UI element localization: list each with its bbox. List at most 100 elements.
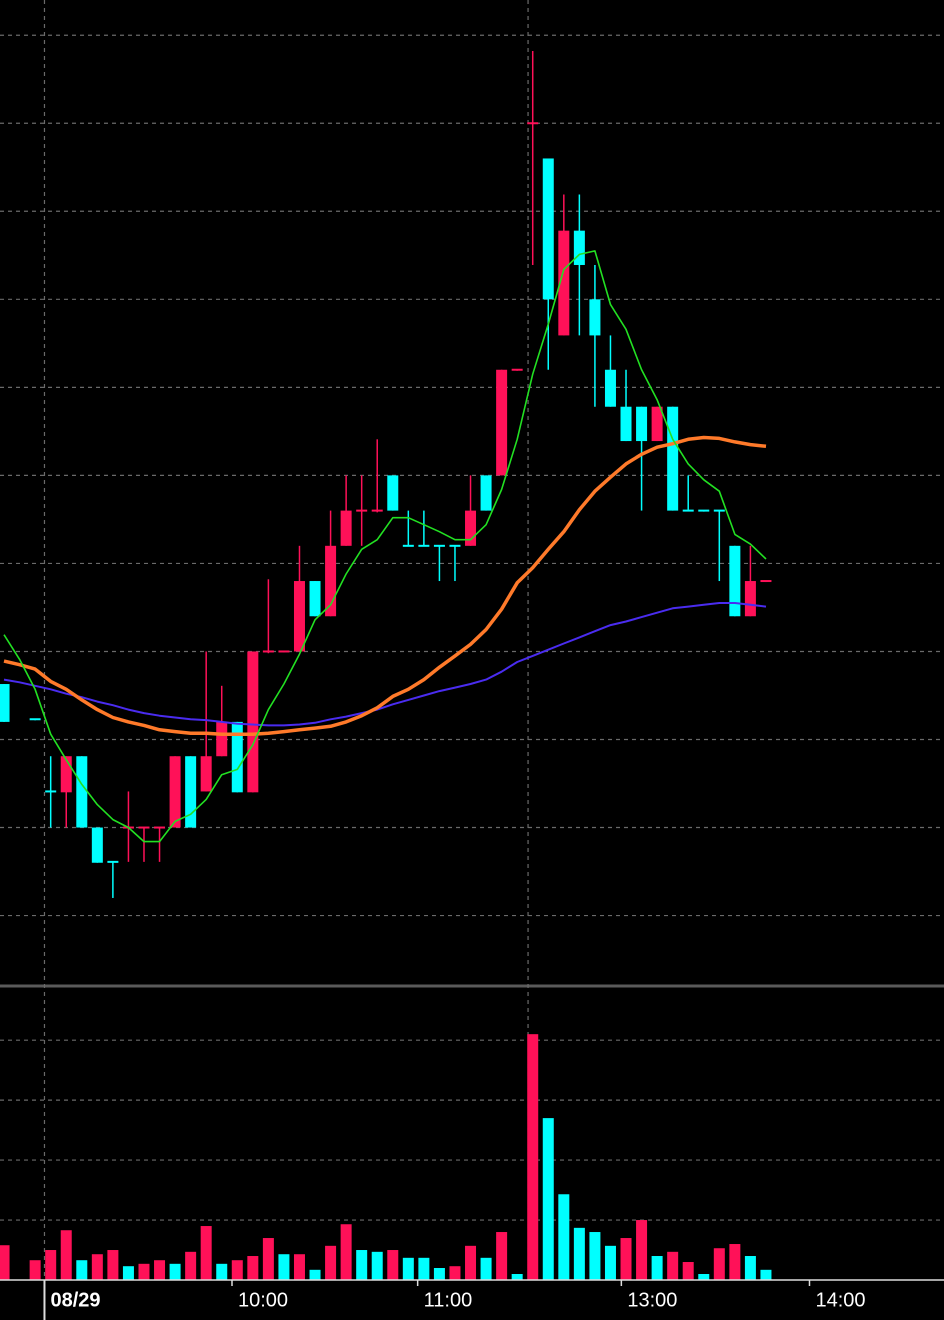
candle-body [667,406,679,511]
candle-body [356,509,368,512]
candle-body [185,756,197,828]
volume-bar [511,1274,523,1280]
candle-body [107,860,119,863]
candle-body [402,544,414,547]
volume-bar [402,1257,414,1280]
candle-body [729,545,741,617]
candle-body [247,651,259,793]
candle-body [91,827,103,863]
candle-body [713,509,725,512]
volume-bar [309,1269,321,1280]
volume-bar [713,1248,725,1280]
volume-bar [247,1256,259,1280]
volume-bar [604,1245,616,1280]
volume-bar [29,1260,41,1280]
volume-bar [465,1245,477,1280]
volume-bar [418,1257,430,1280]
volume-bar [185,1251,197,1280]
volume-bar [138,1263,150,1280]
candle-body [309,581,321,617]
candle-body [682,509,694,512]
candle-body [636,406,648,442]
volume-bar [231,1260,243,1280]
x-tick-label: 08/29 [50,1289,100,1311]
candle-body [231,721,243,793]
candle-body [325,545,337,617]
candle-body [262,650,274,653]
volume-bar [433,1268,445,1280]
volume-bar [698,1274,710,1280]
volume-bar [0,1245,10,1280]
volume-bar [449,1266,461,1280]
volume-bar [216,1263,228,1280]
candle-body [496,369,508,476]
volume-bar [169,1263,181,1280]
candle-body [511,368,523,371]
volume-bar [573,1227,585,1280]
candle-body [371,509,383,512]
volume-bar [682,1262,694,1280]
candle-body [76,756,88,828]
volume-bar [636,1220,648,1280]
volume-bar [480,1257,492,1280]
volume-bar [542,1118,554,1280]
volume-bar [122,1266,134,1280]
volume-bar [558,1194,570,1280]
volume-bar [744,1256,756,1280]
candle-body [449,544,461,547]
candle-body [169,756,181,828]
x-tick-label: 11:00 [424,1289,473,1311]
candle-body [60,756,72,793]
volume-bar [293,1254,305,1280]
candle-body [433,544,445,547]
volume-bar [729,1244,741,1280]
candle-body [45,790,57,793]
candle-body [216,721,228,757]
candle-body [293,581,305,652]
candle-body [651,406,663,442]
candle-body [138,826,150,829]
candle-body [527,122,539,125]
candle-body [744,581,756,617]
volume-bar [651,1256,663,1280]
volume-bar [356,1250,368,1280]
volume-bar [45,1250,57,1280]
x-tick-label: 13:00 [627,1289,677,1311]
volume-bar [496,1232,508,1280]
volume-bar [262,1238,274,1280]
volume-bar [387,1250,399,1280]
x-tick-label: 10:00 [238,1289,288,1311]
candle-body [558,230,570,336]
volume-bar [760,1269,772,1280]
volume-bar [107,1250,119,1280]
candle-body [418,544,430,547]
volume-bar [589,1232,601,1280]
volume-bar [667,1251,679,1280]
candle-body [387,475,399,511]
volume-bar [200,1226,212,1280]
candle-body [542,158,554,300]
moving-average-line [3,250,767,843]
candle-body [604,369,616,407]
candle-body [200,756,212,792]
volume-bar [91,1254,103,1280]
moving-average-line [3,602,767,727]
candle-body [0,684,10,722]
candle-body [480,475,492,511]
candle-body [620,406,632,442]
x-tick-label: 14:00 [815,1289,865,1311]
volume-bar [278,1254,290,1280]
volume-bar [60,1230,72,1280]
candle-body [340,510,352,546]
volume-bar [620,1238,632,1280]
candle-body [278,650,290,653]
moving-average-line [3,435,767,736]
candle-body [154,826,166,829]
volume-bar [340,1224,352,1280]
candle-body [760,580,772,583]
candle-body [29,718,41,721]
candle-body [465,510,477,546]
volume-bar [371,1251,383,1280]
